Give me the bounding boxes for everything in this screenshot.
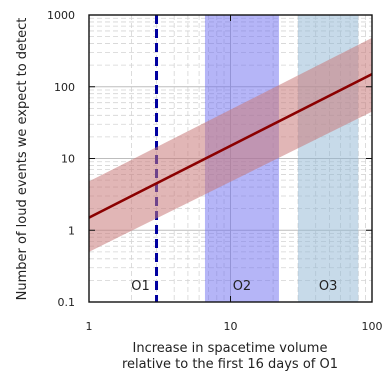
y-tick-label: 10: [61, 153, 75, 166]
y-axis-title: Number of loud events we expect to detec…: [15, 18, 30, 301]
x-tick-label: 100: [362, 320, 383, 333]
x-tick-label: 10: [224, 320, 238, 333]
observing-run-label-O1: O1: [131, 279, 150, 294]
series-layer: [88, 37, 373, 252]
x-axis-title-line2: relative to the first 16 days of O1: [122, 357, 338, 372]
observing-run-label-O2: O2: [233, 279, 252, 294]
x-tick-label: 1: [86, 320, 93, 333]
y-tick-label: 1: [68, 224, 75, 237]
tick-layer: 1 10 100 0.1 1 10 100 1000: [47, 9, 383, 333]
y-tick-label: 0.1: [58, 296, 76, 309]
rate-line-0: [88, 72, 373, 219]
y-tick-label: 1000: [47, 9, 75, 22]
y-tick-label: 100: [54, 81, 75, 94]
x-axis-title-line1: Increase in spacetime volume: [133, 341, 328, 356]
observing-run-label-O3: O3: [319, 279, 338, 294]
